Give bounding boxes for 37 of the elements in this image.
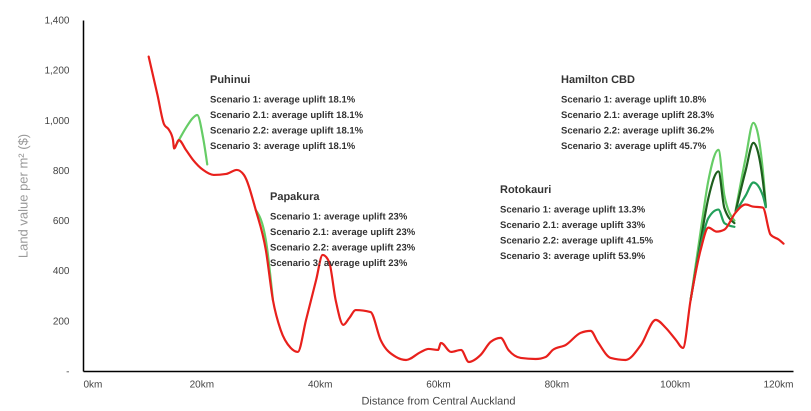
x-tick-label: 20km bbox=[190, 380, 214, 390]
annotation: Scenario 1: average uplift 13.3% bbox=[500, 204, 646, 216]
annotation: Scenario 3: average uplift 45.7% bbox=[561, 141, 707, 152]
x-tick-label: 120km bbox=[763, 380, 794, 390]
annotation: Scenario 2.2: average uplift 36.2% bbox=[561, 126, 715, 136]
y-tick-label: 1,200 bbox=[44, 66, 70, 77]
x-tick-label: 0km bbox=[84, 380, 102, 390]
line-series bbox=[148, 56, 785, 364]
annotation: Puhinui bbox=[210, 74, 250, 86]
x-tick-label: 60km bbox=[426, 380, 451, 390]
annotation: Scenario 3: average uplift 18.1% bbox=[210, 141, 356, 152]
annotation: Scenario 2.1: average uplift 33% bbox=[500, 220, 646, 231]
x-tick-label: 40km bbox=[308, 380, 332, 390]
y-tick-label: 800 bbox=[52, 166, 70, 177]
y-tick-label: 400 bbox=[52, 266, 70, 278]
y-tick-label: 1,000 bbox=[44, 116, 70, 127]
annotation: Hamilton CBD bbox=[561, 74, 635, 86]
y-tick-label: - bbox=[66, 366, 70, 378]
annotation: Scenario 2.2: average uplift 18.1% bbox=[210, 126, 364, 136]
annotation: Scenario 2.2: average uplift 41.5% bbox=[500, 236, 654, 246]
annotation: Scenario 2.1: average uplift 23% bbox=[270, 227, 416, 238]
annotation: Scenario 1: average uplift 18.1% bbox=[210, 94, 356, 106]
x-tick-label: 80km bbox=[544, 380, 570, 390]
annotation: Rotokauri bbox=[500, 184, 552, 196]
x-tick-label: 100km bbox=[660, 380, 690, 390]
annotation: Scenario 1: average uplift 23% bbox=[270, 212, 408, 222]
annotation: Scenario 2.1: average uplift 18.1% bbox=[210, 110, 364, 121]
annotation: Scenario 2.1: average uplift 28.3% bbox=[561, 110, 715, 121]
annotation: Scenario 2.2: average uplift 23% bbox=[270, 242, 416, 254]
y-axis-title: Land value per m² ($) bbox=[15, 134, 30, 258]
annotation: Papakura bbox=[270, 191, 320, 203]
annotation: Scenario 1: average uplift 10.8% bbox=[561, 94, 707, 106]
annotation: Scenario 3: average uplift 53.9% bbox=[500, 251, 646, 262]
y-tick-label: 1,400 bbox=[44, 16, 70, 26]
x-axis-title: Distance from Central Auckland bbox=[361, 396, 516, 408]
y-tick-label: 200 bbox=[52, 316, 70, 328]
y-tick-label: 600 bbox=[52, 216, 70, 228]
